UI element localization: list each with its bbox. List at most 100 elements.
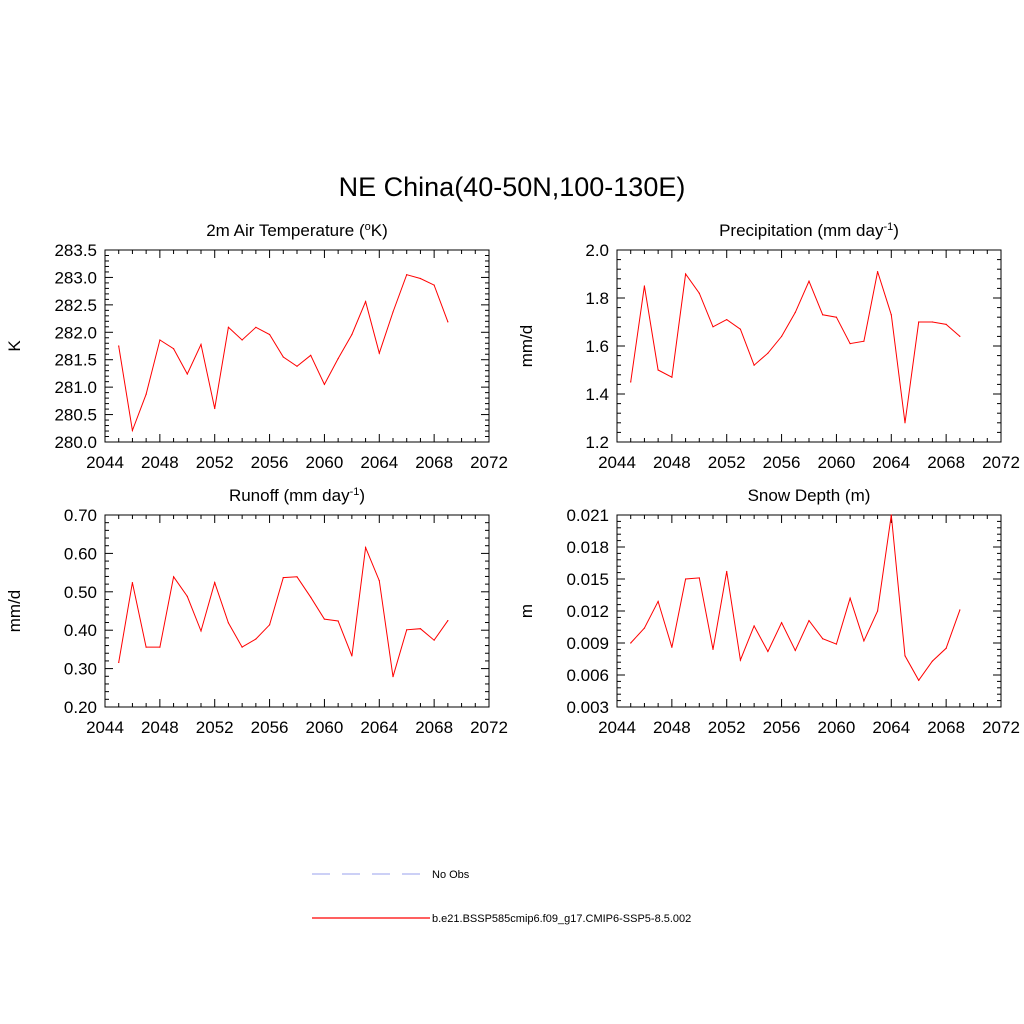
y-tick-label: 280.5 xyxy=(54,406,97,425)
data-point xyxy=(392,311,394,313)
data-point xyxy=(186,373,188,375)
y-tick-label: 0.006 xyxy=(566,666,609,685)
data-point xyxy=(780,335,783,337)
legend-label-model-run: b.e21.BSSP585cmip6.f09_g17.CMIP6-SSP5-8.… xyxy=(432,913,691,925)
data-point xyxy=(186,595,188,598)
x-tick-label: 2064 xyxy=(872,453,910,472)
data-point xyxy=(282,356,284,358)
panel-group: 2m Air Temperature (oK) K 2044 2048 2052 2056… xyxy=(5,221,1020,737)
panel-title: Snow Depth (m) xyxy=(748,486,871,505)
series-line-2m-air-temperature xyxy=(118,274,449,433)
y-tick-label: 0.009 xyxy=(566,634,609,653)
data-point xyxy=(268,333,271,336)
data-point xyxy=(835,643,838,645)
data-point xyxy=(337,358,339,360)
data-point xyxy=(378,352,380,354)
data-point xyxy=(671,646,673,648)
data-point xyxy=(433,639,435,641)
x-tick-label: 2044 xyxy=(598,718,636,737)
data-point xyxy=(118,345,120,347)
data-point xyxy=(419,628,422,630)
y-axis-label: mm/d xyxy=(517,325,536,368)
figure-title: NE China(40-50N,100-130E) xyxy=(339,172,686,202)
series-line-snow-depth-m xyxy=(630,514,961,682)
data-point xyxy=(241,646,243,648)
data-point xyxy=(698,577,700,579)
x-tick-label: 2072 xyxy=(470,453,508,472)
y-tick-label: 283.5 xyxy=(54,241,97,260)
data-point xyxy=(447,321,449,323)
data-point xyxy=(959,609,961,611)
data-point xyxy=(890,514,892,516)
y-tick-label: 0.003 xyxy=(566,698,609,717)
data-point xyxy=(118,661,120,664)
data-point xyxy=(214,407,216,410)
plot-frame xyxy=(104,514,490,708)
y-tick-label: 282.5 xyxy=(54,296,97,315)
x-tick-label: 2044 xyxy=(86,718,124,737)
y-tick-label: 0.021 xyxy=(566,506,609,525)
data-point xyxy=(406,629,408,631)
x-tick-label: 2056 xyxy=(763,453,801,472)
x-tick-label: 2056 xyxy=(251,718,289,737)
x-tick-label: 2056 xyxy=(251,453,289,472)
data-point xyxy=(172,576,175,578)
panel-snow-depth-m: Snow Depth (m) m 2044 2048 2052 2056 2060 2064 2… xyxy=(517,486,1020,737)
data-point xyxy=(351,655,353,657)
y-tick-label: 282.0 xyxy=(54,323,97,342)
x-tick-label: 2064 xyxy=(872,718,910,737)
data-point xyxy=(726,570,728,573)
data-point xyxy=(145,393,147,395)
data-point xyxy=(684,273,687,275)
panel-2m-air-temperature: 2m Air Temperature (oK) K 2044 2048 2052 2056… xyxy=(5,221,508,472)
data-point xyxy=(159,646,161,648)
data-point xyxy=(323,618,326,620)
data-point xyxy=(767,650,769,653)
data-point xyxy=(876,610,879,612)
data-point xyxy=(849,343,851,345)
data-point xyxy=(255,326,257,328)
data-point xyxy=(392,676,394,678)
x-tick-label: 2048 xyxy=(141,453,179,472)
y-axis-label: m xyxy=(517,604,536,618)
data-point xyxy=(863,340,865,342)
data-point xyxy=(200,343,202,345)
data-point xyxy=(406,274,408,276)
data-point xyxy=(630,642,632,644)
y-tick-label: 0.70 xyxy=(64,506,97,525)
x-tick-label: 2072 xyxy=(470,718,508,737)
x-tick-label: 2064 xyxy=(360,453,398,472)
x-tick-label: 2048 xyxy=(141,718,179,737)
panel-title: 2m Air Temperature (oK) xyxy=(206,221,388,240)
data-point xyxy=(268,624,271,626)
y-tick-label: 0.30 xyxy=(64,660,97,679)
data-point xyxy=(630,381,632,383)
data-point xyxy=(931,321,934,323)
data-point xyxy=(945,323,947,325)
x-tick-label: 2044 xyxy=(598,453,636,472)
panel-precipitation-mm-day: Precipitation (mm day-1) mm/d 2044 2048 2052… xyxy=(517,221,1020,472)
data-point xyxy=(890,314,892,316)
data-point xyxy=(310,596,312,598)
data-point xyxy=(808,620,810,622)
data-point xyxy=(959,335,961,337)
data-point xyxy=(684,578,687,580)
plot-frame xyxy=(616,514,1002,708)
data-point xyxy=(282,576,284,579)
data-point xyxy=(296,365,298,367)
series-line-precipitation-mm-day xyxy=(630,271,961,423)
y-tick-label: 0.20 xyxy=(64,698,97,717)
data-point xyxy=(822,314,824,316)
x-tick-label: 2068 xyxy=(415,453,453,472)
data-point xyxy=(227,326,230,328)
x-tick-label: 2052 xyxy=(708,718,746,737)
plot-frame xyxy=(104,249,490,443)
y-tick-label: 0.012 xyxy=(566,602,609,621)
x-tick-label: 2060 xyxy=(818,718,856,737)
data-point xyxy=(364,547,367,549)
x-tick-label: 2044 xyxy=(86,453,124,472)
y-tick-label: 280.0 xyxy=(54,433,97,452)
y-tick-label: 283.0 xyxy=(54,268,97,287)
data-point xyxy=(739,659,742,661)
